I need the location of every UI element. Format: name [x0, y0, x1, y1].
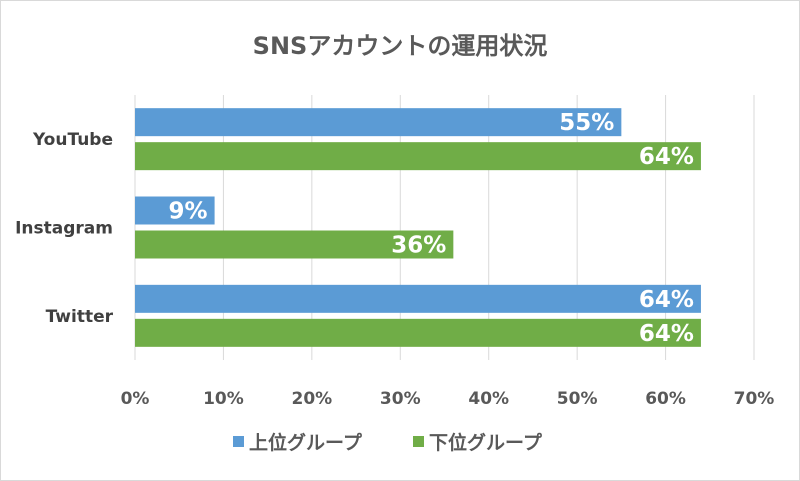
bar — [135, 318, 701, 347]
x-tick-label: 70% — [734, 389, 775, 409]
data-label: 55% — [559, 110, 614, 136]
bar — [135, 108, 622, 137]
data-label: 64% — [639, 144, 694, 170]
legend-swatch — [233, 436, 244, 447]
x-tick-label: 60% — [645, 389, 686, 409]
chart-title: SNSアカウントの運用状況 — [253, 32, 548, 60]
data-label: 36% — [391, 233, 446, 259]
bars: 55% 64% 9% 36% 64% 64% — [135, 108, 701, 347]
x-axis-tick-labels: 0% 10% 20% 30% 40% 50% 60% 70% — [121, 389, 775, 409]
bar — [135, 284, 701, 313]
gridlines — [134, 95, 755, 360]
x-tick-label: 0% — [121, 389, 150, 409]
legend: 上位グループ 下位グループ — [233, 431, 543, 454]
legend-label: 上位グループ — [249, 431, 363, 454]
x-tick-label: 50% — [557, 389, 598, 409]
x-tick-label: 20% — [292, 389, 333, 409]
bar — [135, 142, 701, 171]
category-label: Twitter — [46, 307, 114, 327]
x-tick-label: 30% — [380, 389, 421, 409]
bar — [135, 230, 454, 259]
x-tick-label: 40% — [468, 389, 509, 409]
x-tick-label: 10% — [203, 389, 244, 409]
bar — [135, 196, 215, 225]
data-label: 64% — [639, 321, 694, 347]
category-label: YouTube — [32, 130, 113, 150]
data-label: 64% — [639, 287, 694, 313]
data-label: 9% — [169, 199, 208, 225]
category-labels: YouTube Instagram Twitter — [15, 130, 113, 327]
legend-label: 下位グループ — [429, 431, 543, 454]
legend-swatch — [413, 436, 424, 447]
category-label: Instagram — [15, 219, 113, 239]
